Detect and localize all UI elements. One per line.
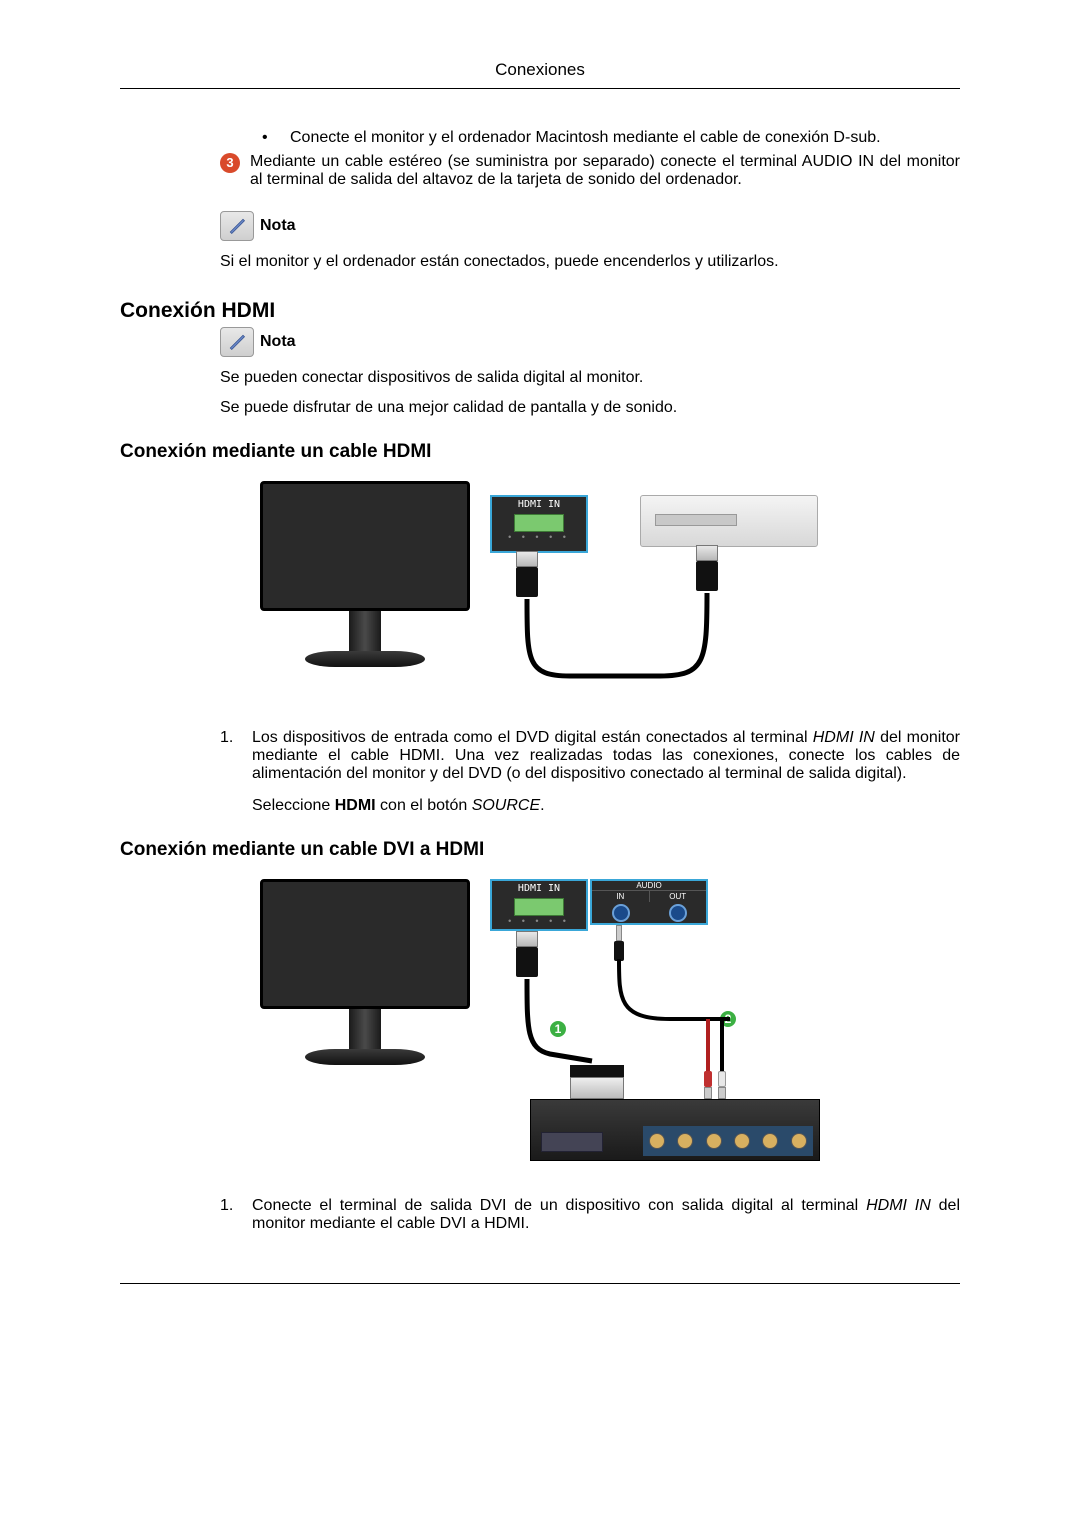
audio-label: AUDIO <box>592 881 706 891</box>
note-icon <box>220 327 254 357</box>
diagram-hdmi-cable: HDMI IN • • • • • <box>260 481 820 701</box>
audio-in-label: IN <box>592 891 650 902</box>
monitor-illustration <box>260 481 470 681</box>
hdmi-plug-left <box>516 551 538 599</box>
section-heading-dvi-hdmi: Conexión mediante un cable DVI a HDMI <box>120 839 960 861</box>
hdmi-port-callout: HDMI IN • • • • • <box>490 879 588 931</box>
diagram-dvi-hdmi: HDMI IN • • • • • AUDIO IN OUT <box>260 879 820 1169</box>
section-heading-hdmi: Conexión HDMI <box>120 299 960 323</box>
step-text: Mediante un cable estéreo (se suministra… <box>250 153 960 189</box>
note-row: Nota <box>220 211 960 241</box>
list-body: Los dispositivos de entrada como el DVD … <box>252 729 960 815</box>
intro-block: • Conecte el monitor y el ordenador Maci… <box>220 129 960 271</box>
paragraph: Se puede disfrutar de una mejor calidad … <box>220 399 960 417</box>
badge-1: 1 <box>548 1019 568 1039</box>
footer-rule <box>120 1283 960 1284</box>
list-item: 1. Conecte el terminal de salida DVI de … <box>220 1197 960 1233</box>
badge-2: 2 <box>718 1009 738 1029</box>
rca-plug-red <box>704 1071 712 1099</box>
text: Los dispositivos de entrada como el DVD … <box>252 729 813 746</box>
port-label: HDMI IN <box>492 497 586 510</box>
section-heading-hdmi-cable: Conexión mediante un cable HDMI <box>120 441 960 463</box>
list-item: 1. Los dispositivos de entrada como el D… <box>220 729 960 815</box>
page: Conexiones • Conecte el monitor y el ord… <box>0 0 1080 1527</box>
text-italic: SOURCE <box>472 797 540 814</box>
audio-out-label: OUT <box>650 891 707 902</box>
av-device-illustration <box>530 1099 820 1161</box>
list-body: Conecte el terminal de salida DVI de un … <box>252 1197 960 1233</box>
hdmi-plug-right <box>696 545 718 593</box>
port-label: HDMI IN <box>492 881 586 894</box>
text-bold: HDMI <box>335 797 376 814</box>
note-label: Nota <box>260 333 296 351</box>
list-number: 1. <box>220 729 252 747</box>
list-number: 1. <box>220 1197 252 1215</box>
bullet-text: Conecte el monitor y el ordenador Macint… <box>290 129 881 147</box>
note-body: Si el monitor y el ordenador están conec… <box>220 253 960 271</box>
text: Conecte el terminal de salida DVI de un … <box>252 1197 866 1214</box>
numbered-step: 3 Mediante un cable estéreo (se suminist… <box>220 153 960 189</box>
text: Seleccione <box>252 797 335 814</box>
paragraph: Se pueden conectar dispositivos de salid… <box>220 369 960 387</box>
hdmi-note-block: Nota Se pueden conectar dispositivos de … <box>220 327 960 417</box>
bullet-marker: • <box>258 129 290 147</box>
text-italic: HDMI IN <box>813 729 875 746</box>
text: con el botón <box>376 797 472 814</box>
dvi-hdmi-list: 1. Conecte el terminal de salida DVI de … <box>220 1197 960 1233</box>
audio-port-callout: AUDIO IN OUT <box>590 879 708 925</box>
text-italic: HDMI IN <box>866 1197 931 1214</box>
hdmi-plug <box>516 931 538 979</box>
bullet-item: • Conecte el monitor y el ordenador Maci… <box>258 129 960 147</box>
monitor-illustration <box>260 879 470 1079</box>
step-number-badge: 3 <box>220 153 240 173</box>
note-label: Nota <box>260 217 296 235</box>
page-header: Conexiones <box>120 60 960 89</box>
dvd-player-illustration <box>640 495 818 547</box>
note-icon <box>220 211 254 241</box>
rca-plug-white <box>718 1071 726 1099</box>
note-row: Nota <box>220 327 960 357</box>
dvi-plug <box>570 1065 624 1099</box>
hdmi-port-callout: HDMI IN • • • • • <box>490 495 588 553</box>
text: . <box>540 797 544 814</box>
hdmi-cable-list: 1. Los dispositivos de entrada como el D… <box>220 729 960 815</box>
audio-plug <box>614 925 624 961</box>
